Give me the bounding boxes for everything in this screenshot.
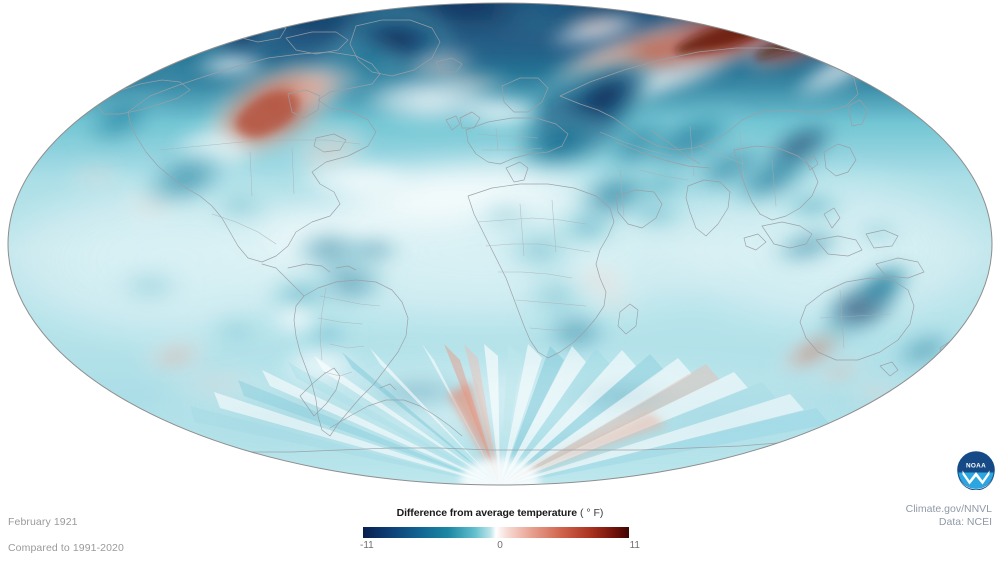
global-temperature-anomaly-map: February 1921 Compared to 1991-2020 Clim…	[7, 2, 996, 554]
mollweide-map-svg	[7, 2, 993, 486]
legend-title-text: Difference from average temperature	[396, 507, 577, 519]
legend: Difference from average temperature( ° F…	[355, 507, 645, 551]
south-pole-fan-artifact	[190, 344, 830, 485]
coastlines-layer	[95, 19, 961, 453]
colorbar-wrap	[363, 527, 629, 538]
figure-caption: February 1921 Compared to 1991-2020	[8, 503, 124, 568]
colorbar	[363, 527, 629, 538]
globe-outline	[7, 2, 993, 486]
attribution: Climate.gov/NNVL Data: NCEI	[906, 503, 992, 529]
period-label: February 1921	[8, 516, 78, 528]
credit-data: Data: NCEI	[938, 516, 992, 528]
anomaly-field	[8, 3, 992, 485]
legend-tick-max: 11	[629, 540, 640, 551]
legend-units: ( ° F)	[579, 507, 604, 519]
baseline-label: Compared to 1991-2020	[8, 542, 124, 554]
legend-tick-min: -11	[360, 540, 374, 551]
credit-site: Climate.gov/NNVL	[905, 503, 992, 515]
noaa-logo-text: NOAA	[966, 463, 986, 470]
noaa-logo: NOAA	[956, 450, 996, 491]
legend-tick-mid: 0	[497, 540, 503, 551]
legend-ticks: -11 0 11	[355, 540, 645, 554]
legend-title: Difference from average temperature( ° F…	[355, 507, 645, 519]
